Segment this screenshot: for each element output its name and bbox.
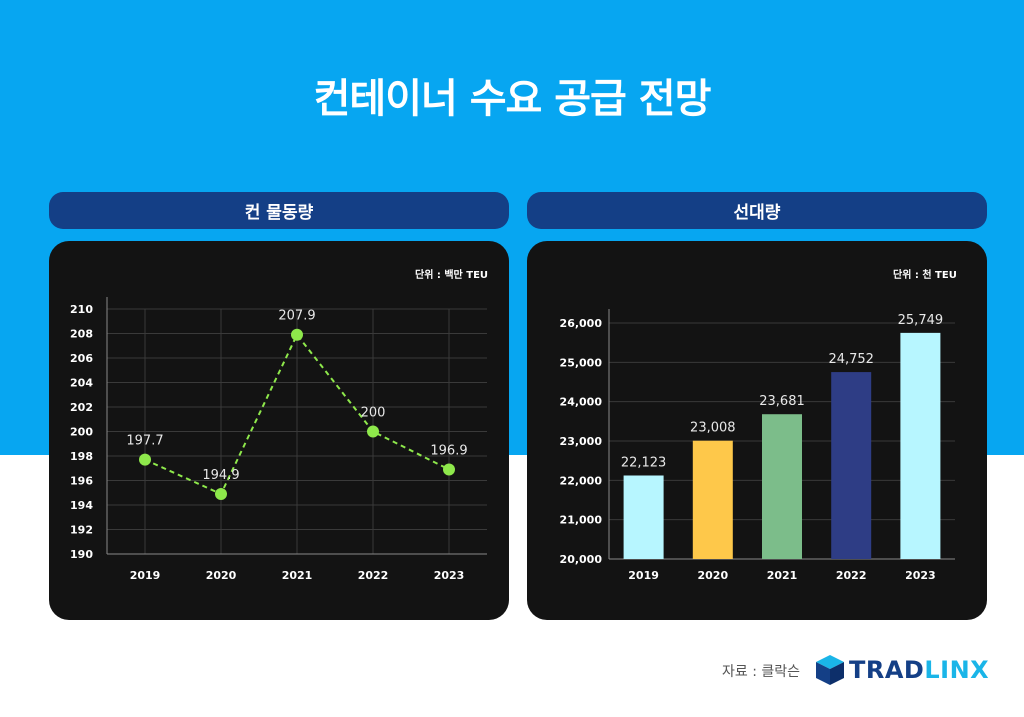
container-volume-card: 190 192 194 196 198 200 202 204 206 208 210 2019 202… (49, 241, 509, 620)
y-tick-label: 24,000 (560, 396, 603, 409)
container-volume-unit: 단위 : 백만 TEU (415, 270, 489, 281)
y-tick-label: 204 (70, 377, 93, 390)
bar (762, 414, 802, 559)
logo-text: TRADLINX (849, 656, 989, 684)
page-title: 컨테이너 수요 공급 전망 (313, 76, 712, 122)
data-label: 194.9 (202, 468, 239, 483)
y-tick-label: 26,000 (560, 317, 603, 330)
data-point (367, 425, 379, 438)
y-tick-label: 196 (70, 475, 93, 488)
bar (900, 332, 941, 559)
data-point (291, 328, 303, 341)
x-tick-label: 2020 (697, 569, 728, 582)
series-line (144, 332, 450, 496)
data-label: 24,752 (828, 352, 874, 367)
y-tick-label: 200 (70, 426, 93, 439)
tradlinx-logo: TRADLINX (815, 654, 990, 686)
y-tick-label: 206 (70, 352, 93, 365)
logo-text-part1: TRAD (849, 656, 925, 684)
data-point (215, 487, 227, 500)
bar (692, 440, 733, 559)
y-tick-label: 190 (70, 548, 93, 561)
y-tick-label: 23,000 (560, 435, 603, 448)
container-volume-chart: 190 192 194 196 198 200 202 204 206 208 210 2019 202… (70, 297, 487, 582)
data-point (139, 453, 151, 466)
y-tick-label: 192 (70, 524, 93, 537)
y-tick-label: 208 (70, 328, 93, 341)
data-label: 196.9 (430, 443, 467, 458)
data-label: 197.7 (126, 434, 163, 449)
y-tick-label: 21,000 (560, 514, 603, 527)
data-label: 23,008 (690, 421, 736, 436)
y-tick-label: 202 (70, 401, 93, 414)
x-tick-label: 2023 (434, 569, 465, 582)
data-label: 22,123 (621, 455, 667, 470)
logo-text-part2: LINX (924, 656, 990, 684)
container-volume-header: 컨 물동량 (49, 192, 509, 229)
fleet-capacity-card: 20,000 21,000 22,000 23,000 24,000 25,000 26,0… (527, 241, 987, 620)
y-tick-label: 22,000 (560, 474, 603, 487)
x-tick-label: 2021 (767, 569, 798, 582)
cube-logo-icon (816, 655, 844, 685)
source-note: 자료 : 클락슨 (722, 664, 801, 680)
data-label: 200 (361, 406, 386, 421)
x-tick-label: 2022 (836, 569, 867, 582)
x-tick-label: 2022 (358, 569, 389, 582)
y-tick-label: 20,000 (560, 553, 603, 566)
bar (623, 475, 664, 559)
fleet-capacity-chart: 20,000 21,000 22,000 23,000 24,000 25,000 26,0… (560, 309, 955, 582)
y-tick-label: 210 (70, 303, 93, 316)
data-label: 23,681 (759, 394, 805, 409)
data-label: 207.9 (278, 309, 315, 324)
fleet-capacity-unit: 단위 : 천 TEU (893, 270, 957, 281)
x-tick-label: 2019 (628, 569, 659, 582)
y-tick-label: 25,000 (560, 356, 603, 369)
x-tick-label: 2019 (130, 569, 161, 582)
bar (831, 372, 872, 559)
data-point (443, 463, 455, 476)
x-tick-label: 2020 (206, 569, 237, 582)
data-label: 25,749 (898, 313, 944, 328)
x-tick-label: 2021 (282, 569, 313, 582)
y-tick-label: 198 (70, 450, 93, 463)
fleet-capacity-header: 선대량 (527, 192, 987, 229)
y-tick-label: 194 (70, 499, 93, 512)
x-tick-label: 2023 (905, 569, 936, 582)
